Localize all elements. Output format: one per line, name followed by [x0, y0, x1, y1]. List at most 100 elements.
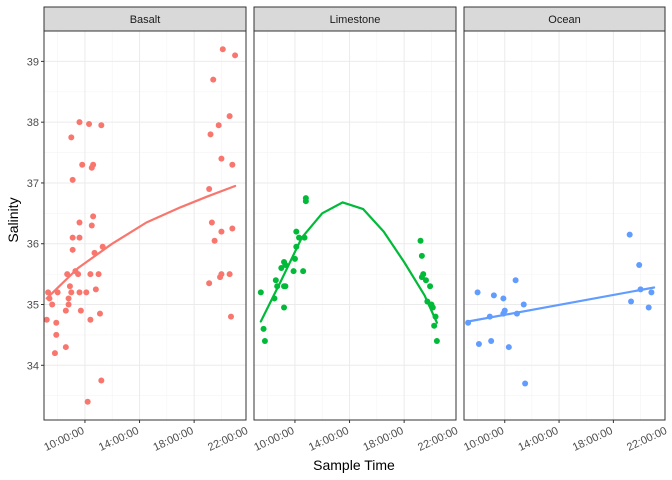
data-point [69, 176, 76, 183]
data-point [290, 268, 297, 275]
data-point [226, 271, 233, 278]
data-point [96, 310, 103, 317]
y-tick-label: 38 [27, 117, 39, 129]
data-point [206, 280, 213, 287]
data-point [229, 225, 236, 232]
panel-background [254, 31, 456, 420]
data-point [95, 271, 102, 278]
y-tick-label: 37 [27, 178, 39, 190]
data-point [210, 76, 217, 83]
data-point [626, 231, 633, 238]
data-point [43, 316, 50, 323]
data-point [68, 289, 75, 296]
data-point [84, 398, 91, 405]
data-point [54, 289, 61, 296]
data-point [98, 122, 105, 129]
data-point [474, 289, 481, 296]
y-tick-label: 35 [27, 300, 39, 312]
x-tick-label: 18:00:00 [571, 425, 615, 454]
x-tick-label: 14:00:00 [516, 425, 560, 454]
data-point [68, 134, 75, 141]
data-point [53, 319, 60, 326]
data-point [293, 228, 300, 235]
data-point [260, 325, 267, 332]
data-point [302, 195, 309, 202]
x-tick-label: 14:00:00 [307, 425, 351, 454]
data-point [648, 289, 655, 296]
data-point [227, 313, 234, 320]
x-axis-title: Sample Time [313, 457, 395, 473]
data-point [83, 289, 90, 296]
data-point [45, 289, 52, 296]
data-point [87, 316, 94, 323]
data-point [420, 271, 427, 278]
fit-line [467, 286, 656, 323]
data-point [512, 277, 519, 284]
data-point [282, 283, 289, 290]
data-point [226, 113, 233, 120]
data-point [218, 271, 225, 278]
data-point [229, 161, 236, 168]
data-point [522, 380, 529, 387]
data-point [628, 298, 635, 305]
y-tick-label: 34 [27, 360, 39, 372]
data-point [206, 186, 213, 193]
data-point [281, 304, 288, 311]
y-tick-label: 39 [27, 56, 39, 68]
data-point [257, 289, 264, 296]
data-point [215, 122, 222, 129]
panel-background [44, 31, 246, 420]
x-tick-label: 10:00:00 [252, 425, 296, 454]
data-point [65, 301, 72, 308]
data-point [53, 331, 60, 338]
data-point [417, 237, 424, 244]
data-point [218, 228, 225, 235]
data-point [76, 234, 83, 241]
data-point [87, 271, 94, 278]
data-point [636, 262, 643, 269]
data-point [88, 222, 95, 229]
facet-label: Limestone [330, 14, 381, 26]
data-point [76, 289, 83, 296]
data-point [501, 307, 508, 314]
data-point [272, 277, 279, 284]
data-point [66, 283, 73, 290]
x-tick-label: 22:00:00 [416, 425, 460, 454]
data-point [77, 307, 84, 314]
data-point [418, 252, 425, 259]
data-point [65, 295, 72, 302]
data-point [500, 295, 507, 302]
data-point [645, 304, 652, 311]
data-point [92, 286, 99, 293]
data-point [79, 161, 86, 168]
x-tick-label: 14:00:00 [97, 425, 141, 454]
x-tick-label: 22:00:00 [206, 425, 250, 454]
x-tick-label: 10:00:00 [42, 425, 86, 454]
data-point [261, 337, 268, 344]
fit-line [259, 201, 438, 324]
data-point [208, 219, 215, 226]
data-point [62, 344, 69, 351]
data-point [76, 119, 83, 126]
data-point [69, 246, 76, 253]
x-tick-label: 18:00:00 [362, 425, 406, 454]
data-point [490, 292, 497, 299]
y-tick-label: 36 [27, 239, 39, 251]
data-point [431, 322, 438, 329]
data-point [300, 268, 307, 275]
data-point [49, 301, 56, 308]
data-point [211, 237, 218, 244]
data-point [69, 234, 76, 241]
data-point [488, 337, 495, 344]
data-point [76, 219, 83, 226]
data-point [88, 164, 95, 171]
data-point [422, 277, 429, 284]
panel-background [464, 31, 665, 420]
facet-label: Ocean [548, 14, 580, 26]
fit-line [45, 184, 237, 300]
data-point [90, 213, 97, 220]
facet-strip [43, 6, 247, 32]
facet-strip [463, 6, 666, 32]
data-point [51, 350, 58, 357]
